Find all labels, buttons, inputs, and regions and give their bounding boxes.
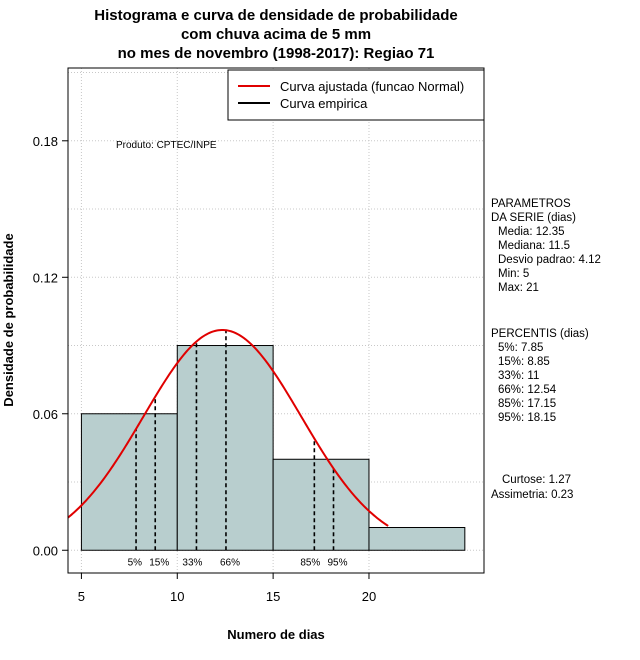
parameter-item-3: Min: 5	[498, 268, 529, 280]
percentil-item-0: 5%: 7.85	[498, 342, 543, 354]
legend-label-empirical: Curva empirica	[280, 96, 368, 111]
x-tick-label-5: 5	[78, 589, 85, 604]
percentile-label-1: 15%	[149, 557, 169, 568]
parameter-item-2: Desvio padrao: 4.12	[498, 254, 601, 266]
product-annotation: Produto: CPTEC/INPE	[116, 140, 217, 151]
title-line-0: Histograma e curva de densidade de proba…	[94, 7, 457, 24]
normal-curve-group	[67, 328, 389, 527]
percentis-title: PERCENTIS (dias)	[491, 328, 589, 340]
x-tick-label-10: 10	[170, 589, 184, 604]
histogram-bar-0	[80, 413, 178, 551]
side-stats-panel: PARAMETROS DA SERIE (dias) Media: 12.35 Med…	[491, 198, 601, 501]
y-tick-label-2: 0.12	[33, 270, 58, 285]
percentile-label-5: 95%	[328, 557, 348, 568]
y-tick-label-3: 0.18	[33, 134, 58, 149]
kurtosis-stat: Curtose: 1.27	[502, 474, 571, 486]
parameters-title-0: PARAMETROS	[491, 198, 571, 210]
percentil-item-1: 15%: 8.85	[498, 356, 550, 368]
y-tick-label-1: 0.06	[33, 407, 58, 422]
title-line-1: com chuva acima de 5 mm	[181, 26, 371, 43]
normal-curve	[67, 328, 389, 527]
percentile-markers: 5% 15% 33% 66% 85% 95%	[128, 330, 348, 568]
legend-label-normal: Curva ajustada (funcao Normal)	[280, 79, 464, 94]
percentil-item-3: 66%: 12.54	[498, 384, 557, 396]
parameter-item-1: Mediana: 11.5	[498, 240, 570, 252]
percentile-label-0: 5%	[128, 557, 143, 568]
percentile-label-2: 33%	[182, 557, 202, 568]
histogram-bars	[80, 345, 466, 551]
skewness-stat: Assimetria: 0.23	[491, 489, 573, 501]
percentile-label-4: 85%	[300, 557, 320, 568]
legend-box	[227, 69, 485, 121]
plot-frame	[67, 67, 485, 574]
histogram-bar-3	[368, 527, 466, 551]
axes: 5 10 15 20 0.00 0.06 0.12 0.18 Numero de dias Den…	[1, 67, 485, 642]
x-axis-title: Numero de dias	[227, 627, 325, 642]
parameters-title-1: DA SERIE (dias)	[491, 212, 576, 224]
percentile-label-3: 66%	[220, 557, 240, 568]
y-tick-label-0: 0.00	[33, 543, 58, 558]
x-tick-label-20: 20	[362, 589, 376, 604]
x-tick-label-15: 15	[266, 589, 280, 604]
parameter-item-4: Max: 21	[498, 282, 539, 294]
percentil-item-5: 95%: 18.15	[498, 412, 556, 424]
title-line-2: no mes de novembro (1998-2017): Regiao 7…	[118, 45, 435, 62]
percentil-item-2: 33%: 11	[498, 370, 539, 382]
y-axis-title: Densidade de probabilidade	[1, 233, 16, 406]
legend: Curva ajustada (funcao Normal) Curva empi…	[227, 69, 485, 121]
parameter-item-0: Media: 12.35	[498, 226, 565, 238]
histogram-bar-2	[272, 458, 370, 551]
percentil-item-4: 85%: 17.15	[498, 398, 556, 410]
chart-title: Histograma e curva de densidade de proba…	[94, 7, 457, 62]
